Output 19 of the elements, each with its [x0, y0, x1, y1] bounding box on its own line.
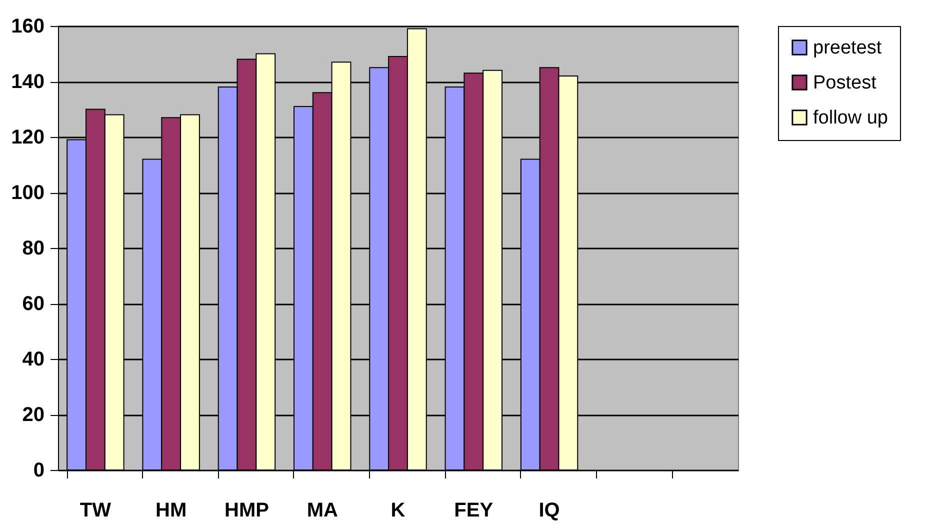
y-tick-label: 40 [22, 348, 44, 370]
x-tick-label: FEY [454, 500, 494, 522]
x-tick-label: K [390, 500, 406, 522]
y-tick-label: 80 [22, 238, 44, 260]
legend-label: follow up [813, 108, 888, 128]
y-tick-label: 140 [11, 71, 44, 93]
legend-label: Postest [813, 72, 878, 94]
y-tick-label: 0 [33, 460, 44, 482]
x-tick-label: HM [156, 500, 187, 522]
y-tick-label: 100 [11, 182, 44, 204]
y-tick-label: 160 [11, 16, 44, 38]
x-tick-label: HMP [224, 500, 269, 522]
y-tick-label: 120 [11, 126, 44, 148]
y-tick-label: 20 [22, 404, 44, 426]
legend-label: preetest [813, 38, 882, 58]
x-tick-label: TW [80, 500, 112, 522]
x-tick-label: MA [306, 500, 338, 522]
y-tick-label: 60 [22, 293, 44, 315]
x-tick-label: IQ [538, 500, 560, 522]
